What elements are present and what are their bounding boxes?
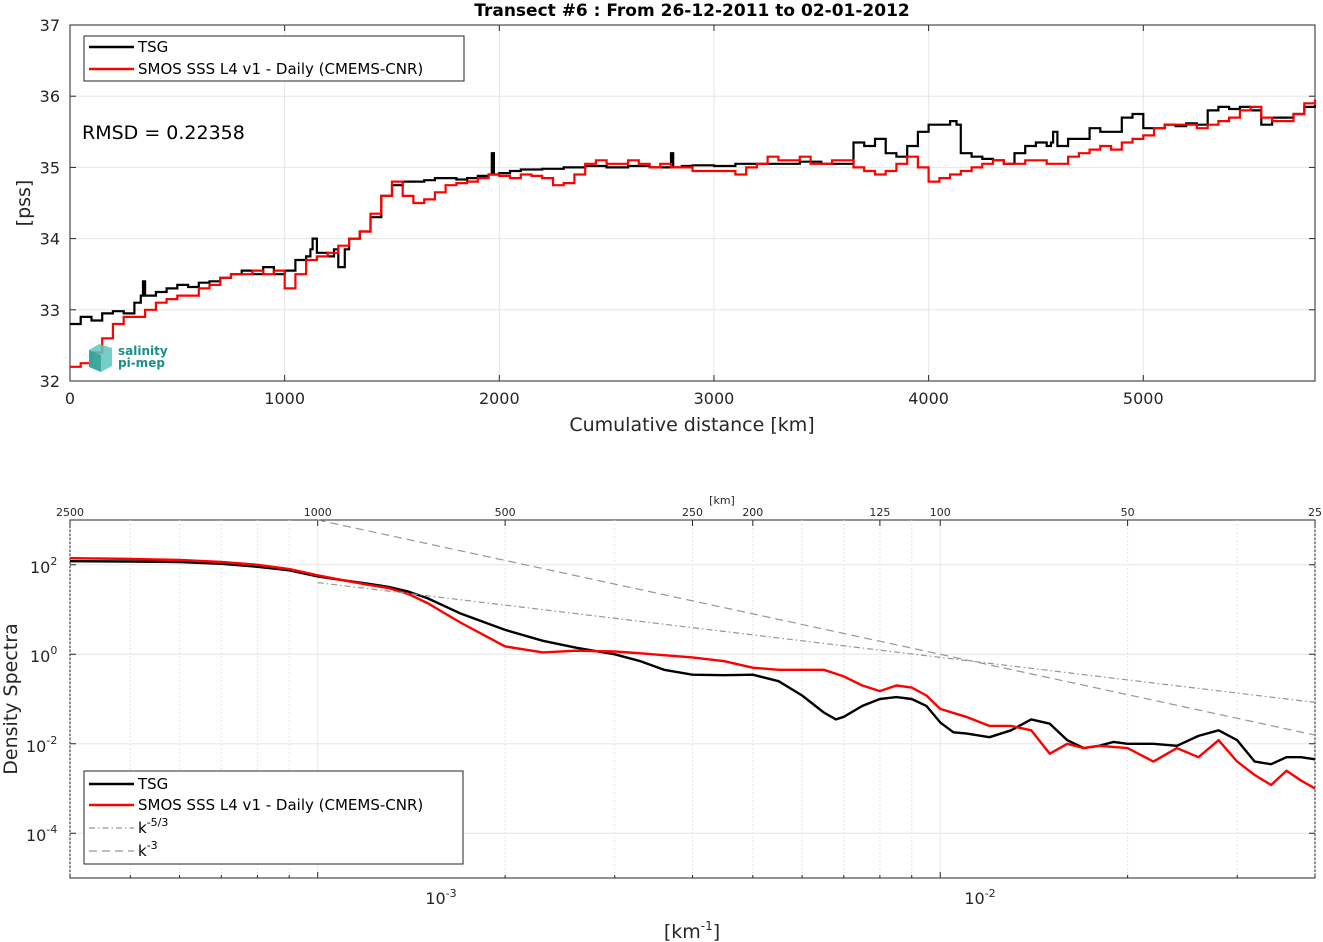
top-y-tick-label: 33 xyxy=(40,301,60,320)
top-y-axis-label: [pss] xyxy=(13,180,35,227)
bottom-x-tick-label-1e-3: 10-3 xyxy=(425,887,456,908)
bottom-y-tick-label-1e2: 102 xyxy=(30,555,57,577)
bottom-top-tick-label: 200 xyxy=(742,506,763,519)
bottom-tick-marks xyxy=(69,520,1316,878)
top-x-tick-label: 3000 xyxy=(694,389,735,408)
top-y-tick-labels: 32 33 34 35 36 37 xyxy=(40,16,60,391)
bottom-series-lines xyxy=(69,519,1316,790)
top-y-tick-label: 34 xyxy=(40,230,60,249)
bottom-legend-label-k3: k-3 xyxy=(138,839,158,860)
bottom-chart: 2500 1000 500 250 200 125 100 50 25 [km] 10-3 10… xyxy=(0,494,1322,942)
top-x-tick-labels: 0 1000 2000 3000 4000 5000 xyxy=(65,389,1164,408)
top-x-tick-label: 0 xyxy=(65,389,75,408)
top-x-tick-label: 2000 xyxy=(479,389,520,408)
top-y-tick-label: 36 xyxy=(40,87,60,106)
logo-cube-shade xyxy=(89,350,101,372)
bottom-reference-k3-line xyxy=(317,519,1316,736)
bottom-legend-box xyxy=(83,770,464,865)
top-legend-label-smos: SMOS SSS L4 v1 - Daily (CMEMS-CNR) xyxy=(138,60,423,78)
bottom-x-axis-label: [km-1] xyxy=(664,919,720,942)
top-chart: 0 1000 2000 3000 4000 5000 32 33 34 35 36 37 Trans… xyxy=(13,1,1317,436)
bottom-legend: TSG SMOS SSS L4 v1 - Daily (CMEMS-CNR) k… xyxy=(83,770,464,865)
bottom-x-tick-label-1e-2: 10-2 xyxy=(964,887,995,908)
bottom-y-tick-label-1e0: 100 xyxy=(30,644,57,666)
bottom-top-axis-label: [km] xyxy=(709,494,735,507)
bottom-top-tick-label: 50 xyxy=(1121,506,1135,519)
top-legend: TSG SMOS SSS L4 v1 - Daily (CMEMS-CNR) xyxy=(83,35,465,82)
bottom-legend-label-tsg: TSG xyxy=(137,775,168,793)
bottom-reference-k53-line xyxy=(317,582,1316,703)
bottom-top-tick-label: 125 xyxy=(869,506,890,519)
bottom-y-tick-label-1e-2: 10-2 xyxy=(26,734,57,756)
top-series-lines xyxy=(70,99,1317,368)
top-x-axis-label: Cumulative distance [km] xyxy=(569,414,814,436)
top-x-tick-label: 5000 xyxy=(1123,389,1164,408)
salinity-pi-mep-logo: salinity pi-mep xyxy=(89,344,168,372)
top-x-tick-label: 4000 xyxy=(908,389,949,408)
logo-text-line-2: pi-mep xyxy=(118,356,165,370)
bottom-y-axis-label: Density Spectra xyxy=(0,623,22,774)
bottom-top-tick-label: 1000 xyxy=(304,506,332,519)
top-legend-box xyxy=(83,35,465,82)
top-y-tick-label: 32 xyxy=(40,372,60,391)
bottom-legend-label-smos: SMOS SSS L4 v1 - Daily (CMEMS-CNR) xyxy=(138,796,423,814)
bottom-series-smos-line xyxy=(69,557,1316,790)
bottom-top-axis-tick-labels: 2500 1000 500 250 200 125 100 50 25 xyxy=(56,506,1322,519)
top-y-tick-label: 37 xyxy=(40,16,60,35)
top-chart-title: Transect #6 : From 26-12-2011 to 02-01-2… xyxy=(474,1,910,21)
top-plot-area xyxy=(69,24,1316,382)
logo-text-line-1: salinity xyxy=(118,344,168,358)
rmsd-annotation: RMSD = 0.22358 xyxy=(82,122,245,144)
bottom-top-tick-label: 250 xyxy=(682,506,703,519)
top-series-smos-line xyxy=(70,99,1317,368)
bottom-top-tick-label: 25 xyxy=(1308,506,1322,519)
bottom-legend-label-k53: k-5/3 xyxy=(138,816,168,837)
bottom-top-tick-label: 2500 xyxy=(56,506,84,519)
bottom-y-tick-label-1e-4: 10-4 xyxy=(26,823,57,845)
top-legend-label-tsg: TSG xyxy=(137,38,168,56)
bottom-top-tick-label: 500 xyxy=(495,506,516,519)
bottom-top-tick-label: 100 xyxy=(930,506,951,519)
top-tick-marks xyxy=(69,24,1315,382)
top-y-tick-label: 35 xyxy=(40,158,60,177)
top-x-tick-label: 1000 xyxy=(264,389,305,408)
